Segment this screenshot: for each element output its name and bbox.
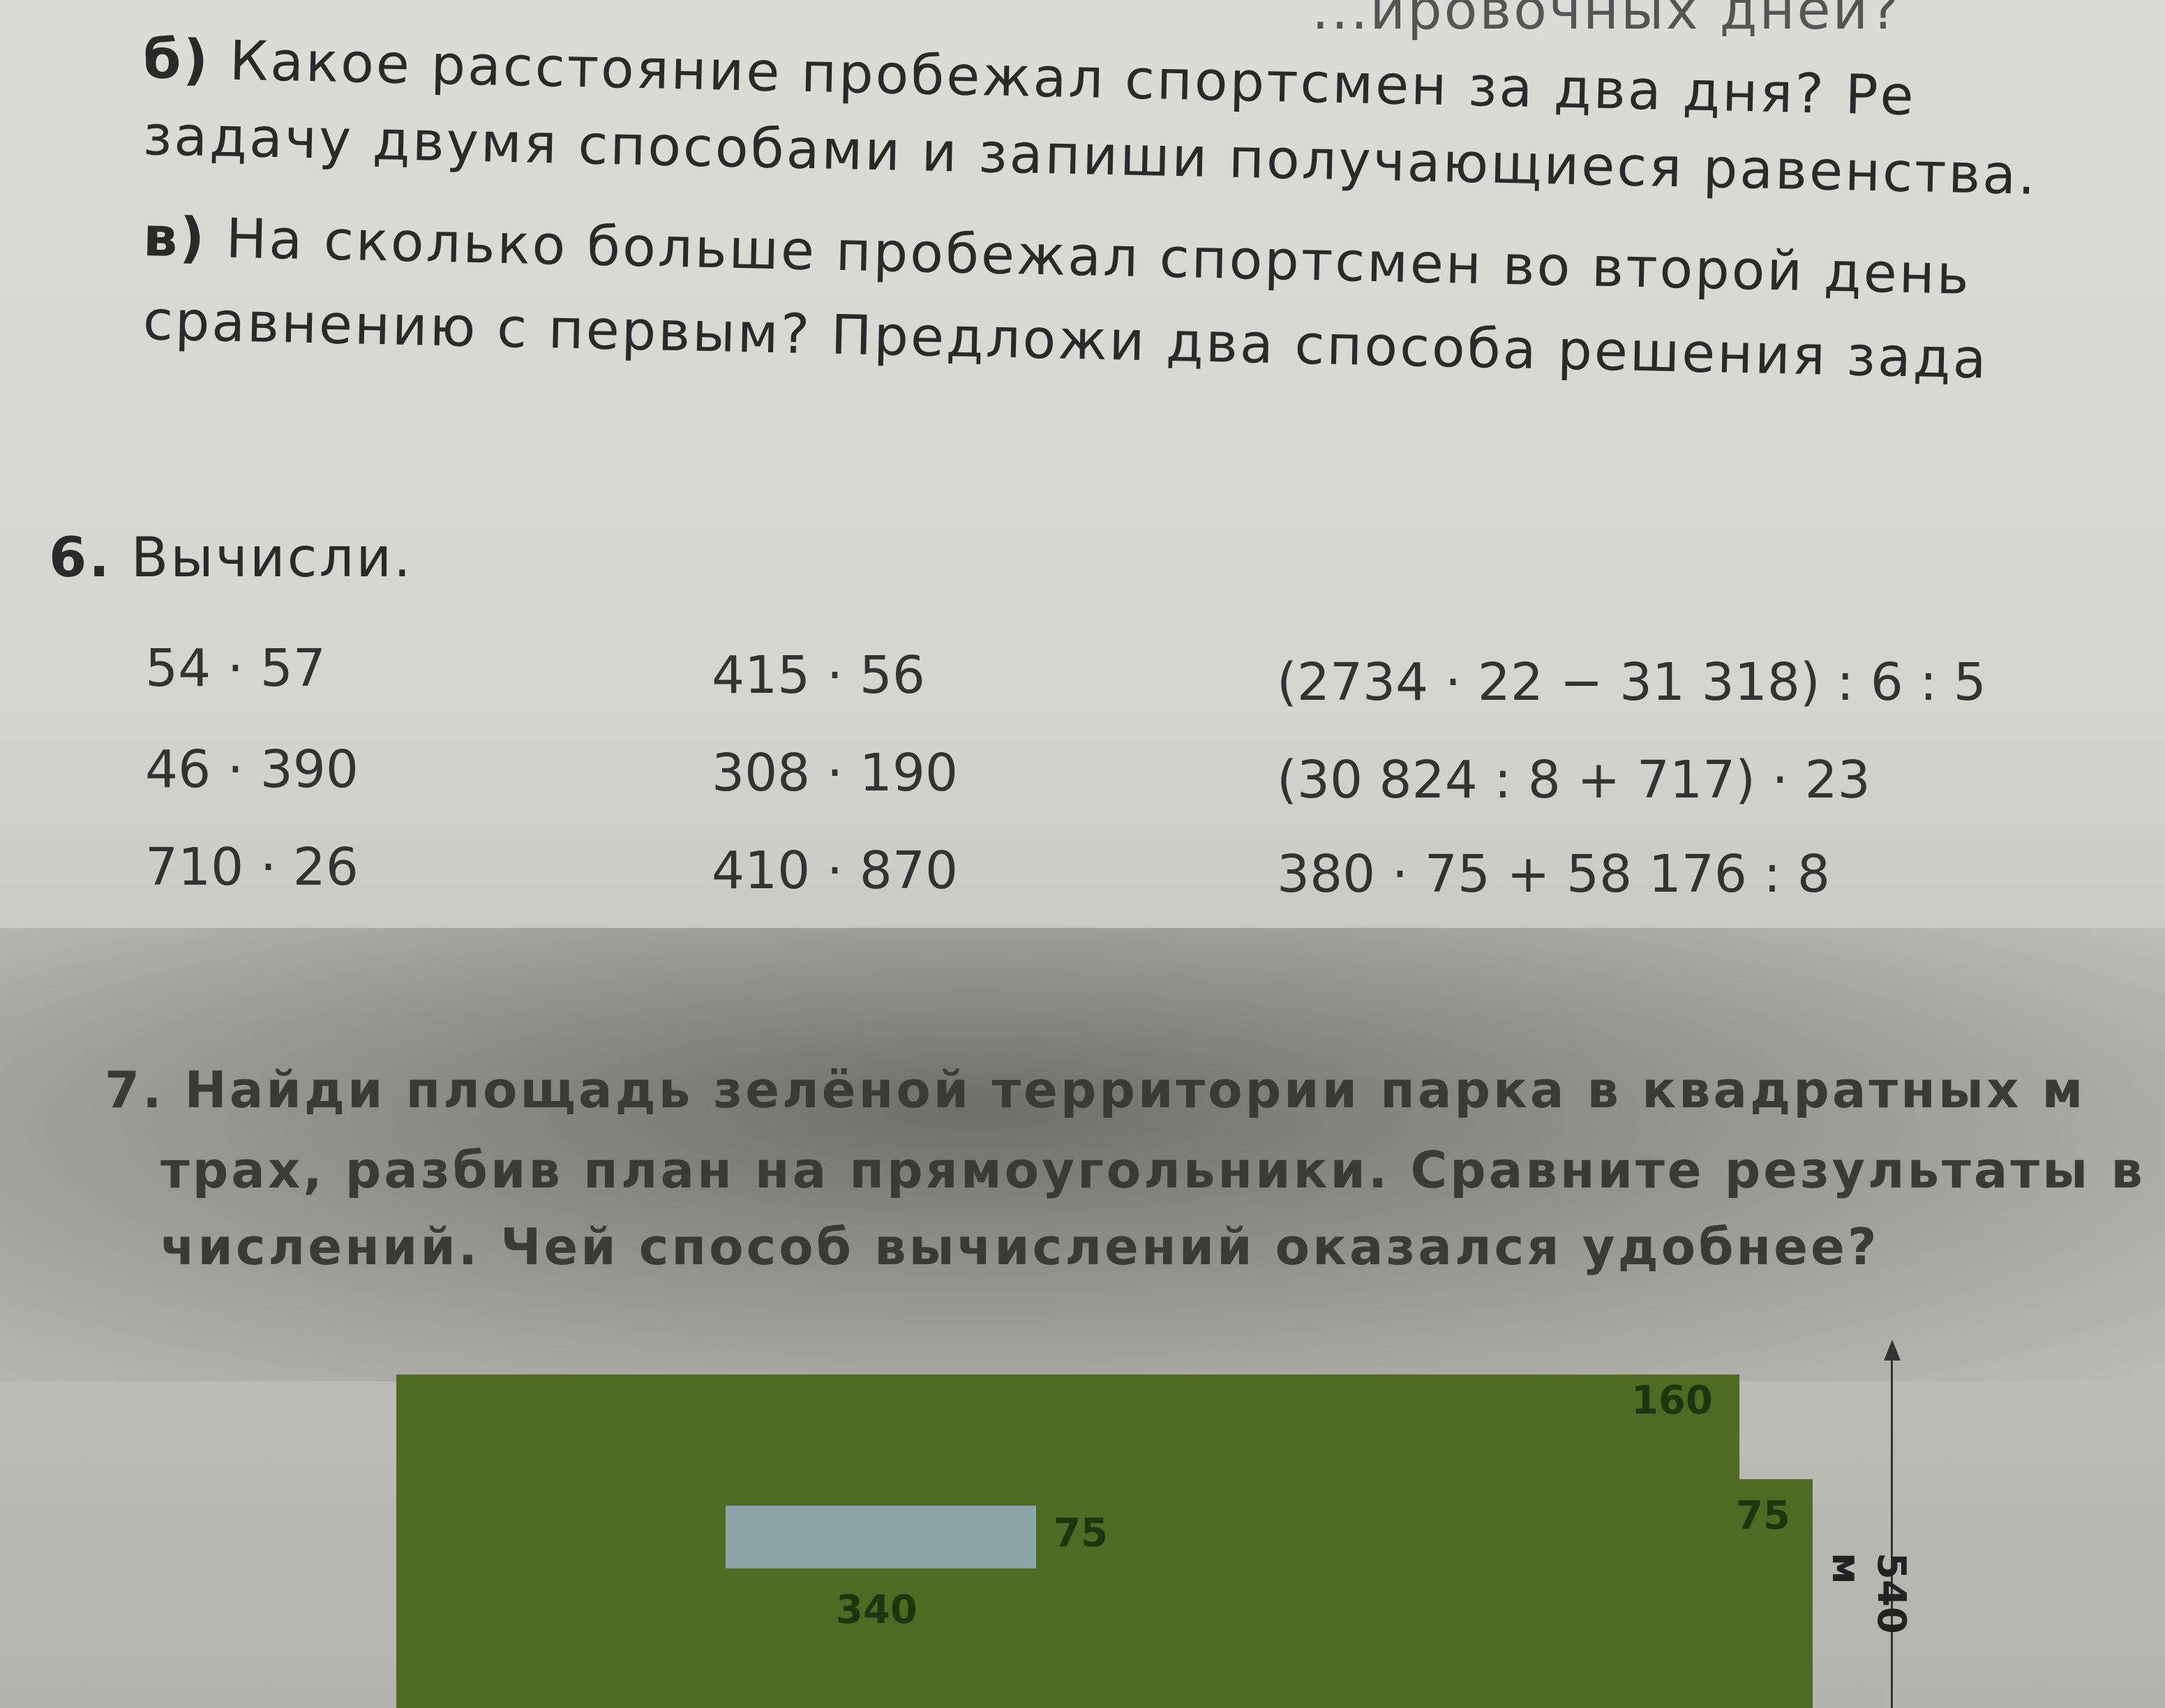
task7-text1: Найди площадь зелёной территории парка в…: [184, 1061, 2086, 1119]
task7-line1: 7. Найди площадь зелёной территории парк…: [105, 1061, 2085, 1119]
task5-v-line2: сравнению с первым? Предложи два способа…: [142, 290, 1989, 391]
expr: 380 · 75 + 58 176 : 8: [1277, 844, 1831, 904]
green-area-lower-right: [1736, 1479, 1813, 1708]
dimension-line: [1891, 1347, 1893, 1708]
task7-number: 7.: [105, 1061, 165, 1119]
pond: [726, 1506, 1036, 1568]
task7-line2: трах, разбив план на прямоугольники. Сра…: [160, 1141, 2145, 1199]
expr: 54 · 57: [145, 638, 326, 698]
green-area-main: [396, 1374, 1739, 1708]
expr: 410 · 870: [712, 841, 959, 901]
expr: (30 824 : 8 + 717) · 23: [1277, 750, 1871, 810]
task6-number: 6.: [49, 527, 112, 590]
task5-v-line1: в) На сколько больше пробежал спортсмен …: [142, 206, 1972, 307]
expr: 415 · 56: [712, 645, 925, 705]
expr: 308 · 190: [712, 743, 959, 803]
top-fragment: ...ировочных дней?: [1312, 0, 1901, 42]
park-plan: 160 75 75 340 540 м: [396, 1340, 1931, 1708]
task5-v-marker: в): [142, 206, 207, 270]
task5-v-text1: На сколько больше пробежал спортсмен во …: [225, 207, 1972, 307]
task5-b-marker: б): [142, 28, 211, 93]
task6-heading: 6. Вычисли.: [49, 527, 413, 590]
label-540: 540 м: [1823, 1552, 1914, 1634]
expr: (2734 · 22 − 31 318) : 6 : 5: [1277, 652, 1986, 712]
task6-title: Вычисли.: [130, 527, 413, 590]
expr: 710 · 26: [145, 837, 359, 897]
label-340: 340: [836, 1587, 917, 1633]
label-pond-75: 75: [1054, 1511, 1108, 1556]
expr: 46 · 390: [145, 740, 359, 800]
task7-line3: числений. Чей способ вычислений оказался…: [160, 1218, 1880, 1276]
arrow-up-icon: [1884, 1340, 1901, 1361]
label-step-75: 75: [1736, 1493, 1790, 1538]
label-160: 160: [1631, 1378, 1713, 1423]
